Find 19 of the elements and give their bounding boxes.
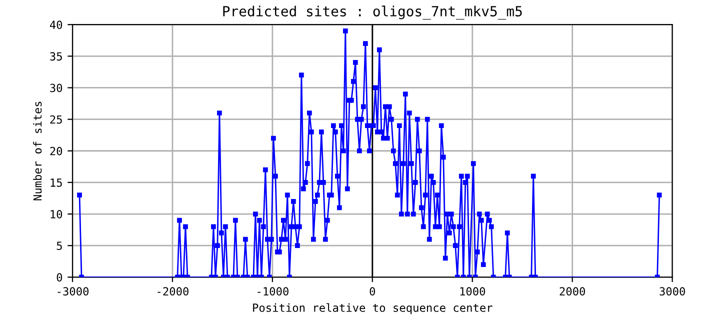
x-tick-label: 1000	[460, 287, 486, 296]
x-tick-label: -1000	[258, 287, 288, 296]
x-tick-label: 0	[370, 287, 376, 296]
x-tick-label: -3000	[58, 287, 89, 296]
x-tick-label: 2000	[560, 287, 586, 296]
y-tick-label: 20	[50, 146, 62, 156]
y-tick-label: 5	[56, 242, 62, 250]
y-axis-title: Number of sites	[33, 102, 42, 200]
y-tick-label: 0	[56, 273, 62, 282]
x-tick-label: -2000	[158, 287, 188, 296]
y-tick-label: 40	[50, 20, 62, 30]
chart-title: Predicted sites : oligos_7nt_mkv5_m5	[223, 6, 522, 20]
y-tick-label: 30	[50, 84, 62, 92]
y-tick-label: 25	[50, 115, 62, 124]
y-tick-label: 10	[50, 210, 62, 218]
y-tick-label: 15	[50, 178, 62, 187]
x-axis-title: Position relative to sequence center	[253, 303, 492, 314]
y-tick-label: 35	[50, 52, 62, 61]
x-tick-label: 3000	[660, 287, 685, 296]
